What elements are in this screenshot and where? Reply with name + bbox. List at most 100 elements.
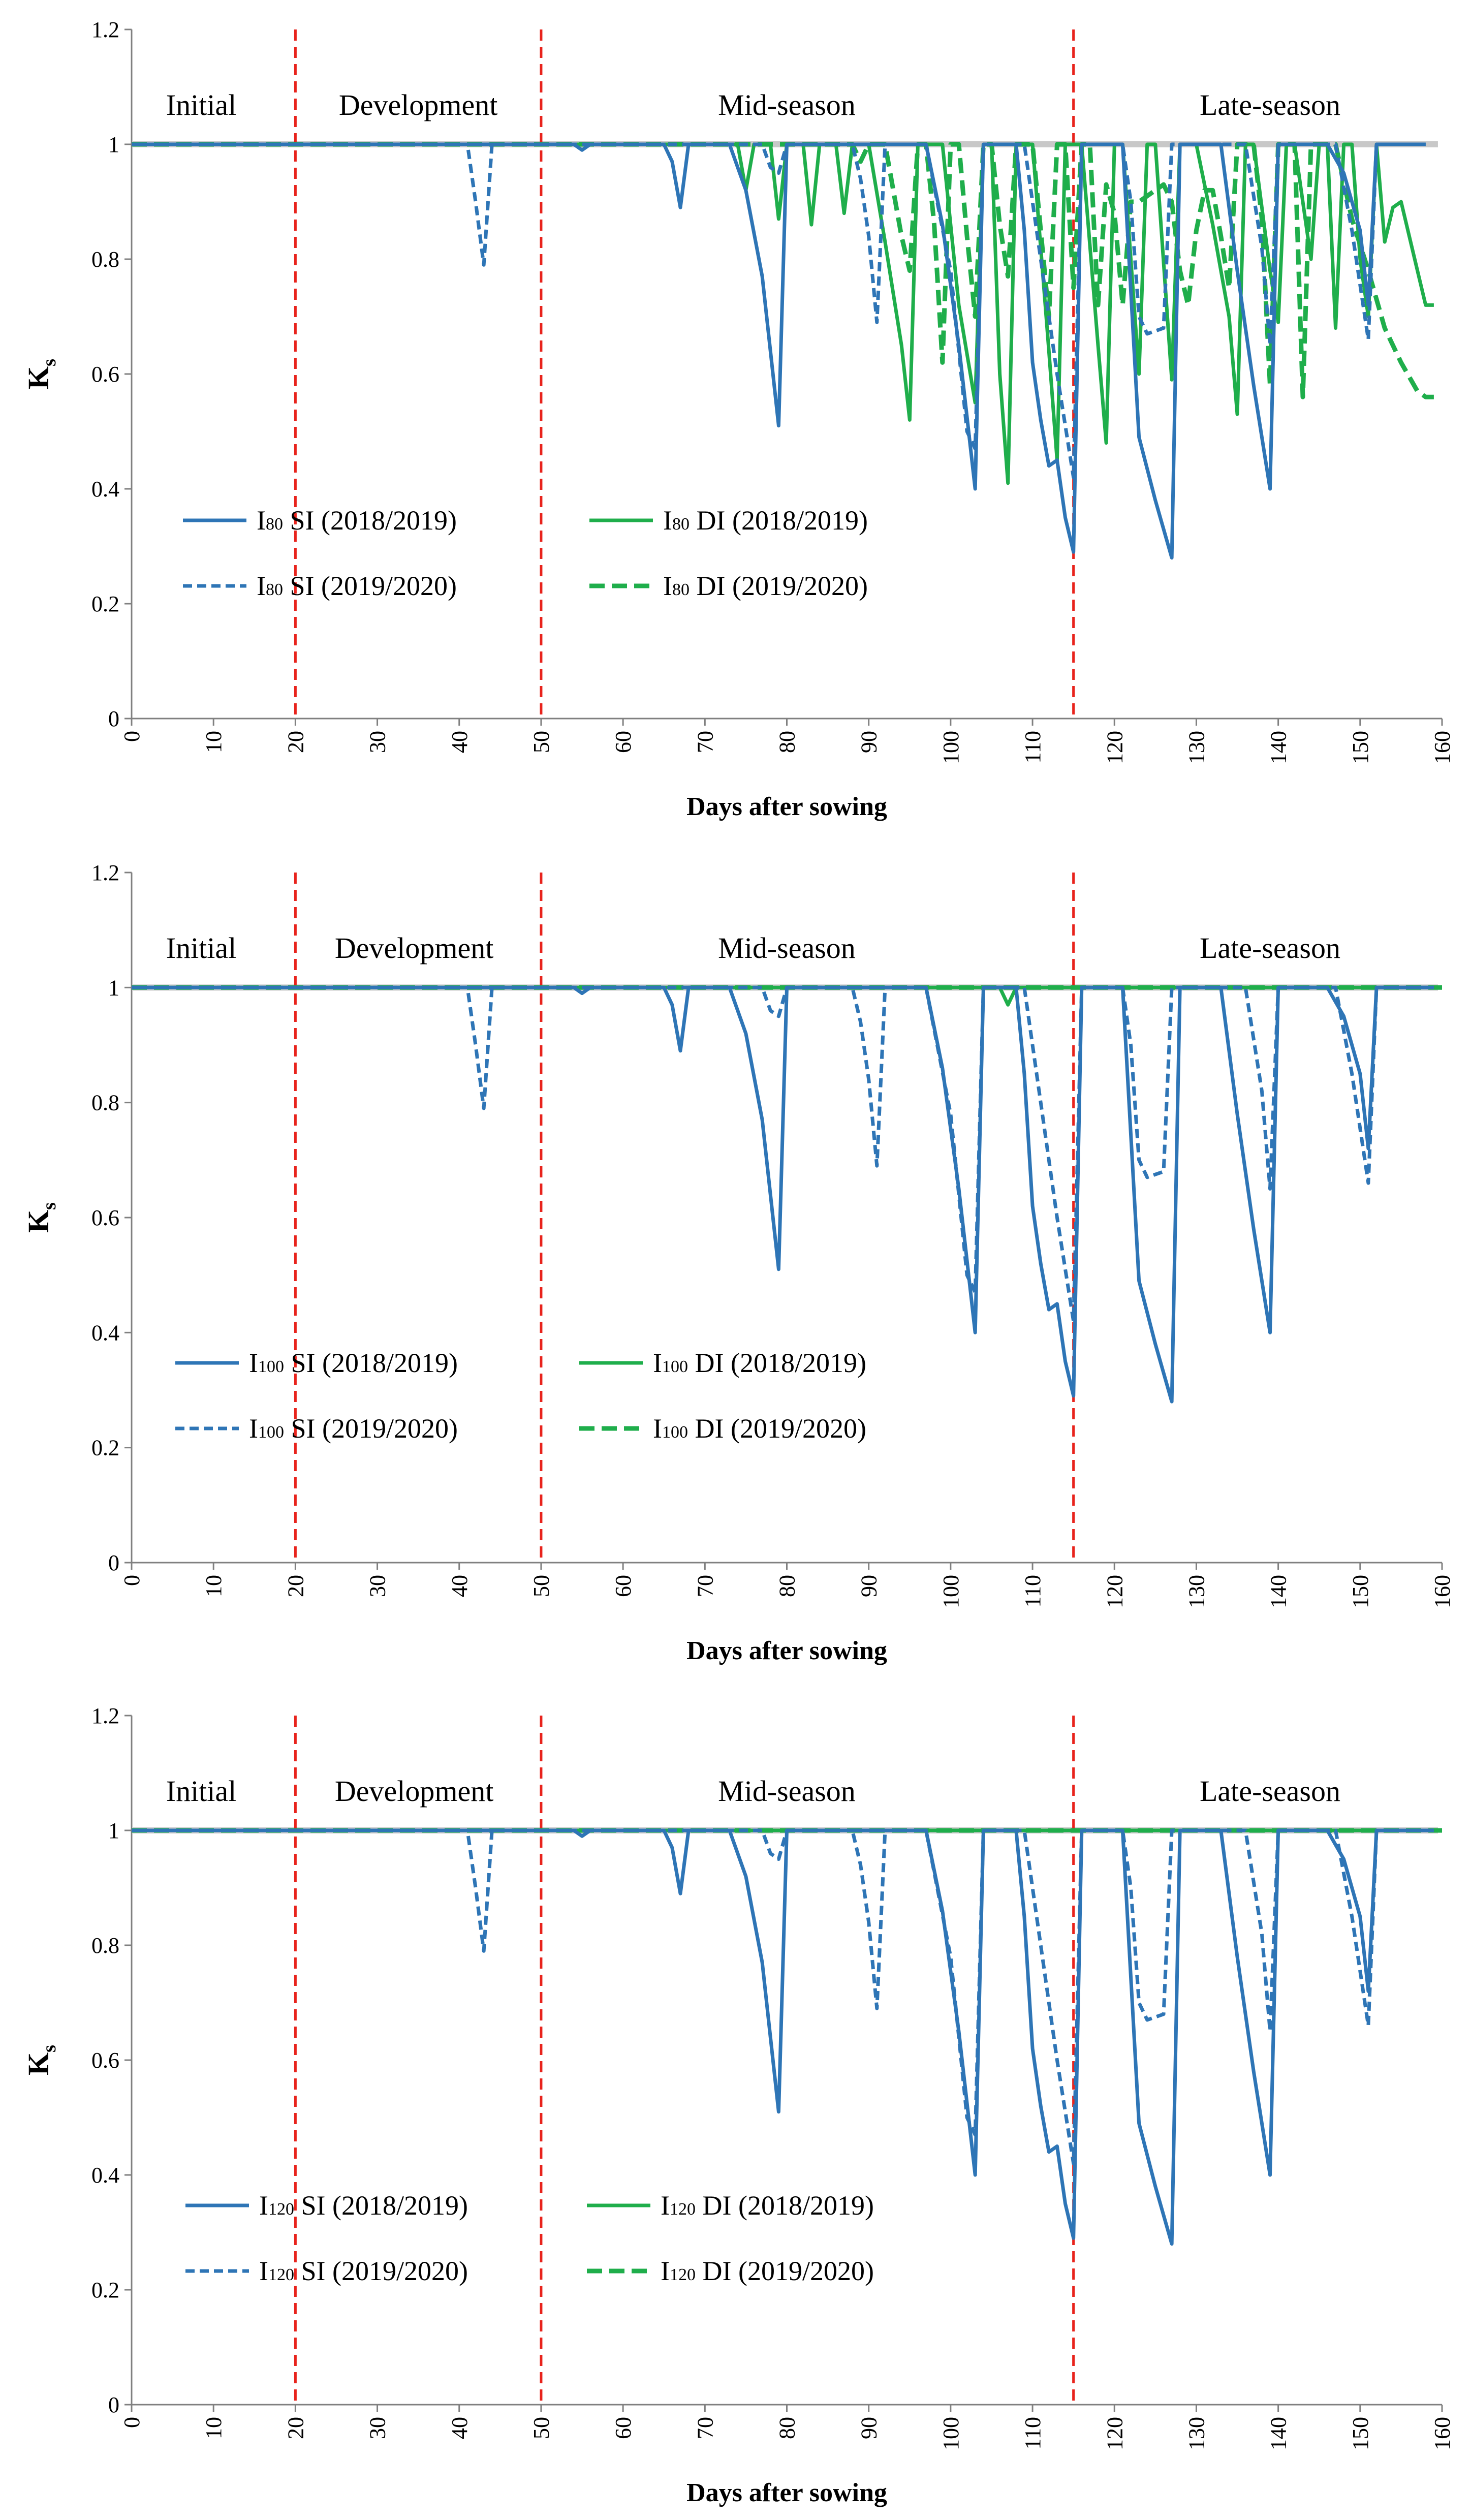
x-tick-label: 50	[529, 731, 554, 753]
x-tick-label: 160	[1430, 2417, 1455, 2450]
y-axis-title: Ks	[22, 1202, 60, 1233]
legend-label: I120 DI (2018/2019)	[661, 2190, 874, 2221]
x-tick-label: 50	[529, 1575, 554, 1597]
x-tick-label: 110	[1020, 1575, 1045, 1607]
x-tick-label: 70	[693, 731, 717, 753]
stage-label: Late-season	[1200, 931, 1340, 965]
stage-label: Initial	[166, 931, 237, 965]
stage-label: Late-season	[1200, 88, 1340, 121]
x-tick-label: 110	[1020, 731, 1045, 763]
x-tick-label: 90	[857, 731, 882, 753]
y-tick-label: 0.4	[91, 477, 119, 502]
y-tick-label: 0.4	[91, 1320, 119, 1345]
x-tick-label: 60	[611, 1575, 636, 1597]
y-tick-label: 0.8	[91, 1091, 119, 1115]
series-line	[132, 1828, 1434, 2165]
x-tick-label: 100	[938, 731, 963, 764]
x-tick-label: 140	[1266, 2417, 1291, 2450]
x-tick-label: 70	[693, 2417, 717, 2439]
y-tick-label: 0	[108, 706, 119, 731]
x-tick-label: 160	[1430, 1575, 1455, 1608]
y-axis-title: Ks	[22, 359, 60, 389]
legend-label: I100 SI (2019/2020)	[249, 1413, 458, 1444]
x-tick-label: 70	[693, 1575, 717, 1597]
legend-label: I120 SI (2018/2019)	[259, 2190, 468, 2221]
y-tick-label: 1	[108, 132, 119, 157]
x-tick-label: 10	[201, 2417, 226, 2439]
x-tick-label: 100	[938, 2417, 963, 2450]
x-tick-label: 130	[1184, 731, 1209, 764]
x-tick-label: 60	[611, 2417, 636, 2439]
x-tick-label: 20	[283, 1575, 308, 1597]
y-tick-label: 0.8	[91, 247, 119, 272]
y-tick-label: 0.6	[91, 1205, 119, 1230]
x-tick-label: 130	[1184, 2417, 1209, 2450]
y-tick-label: 0	[108, 2392, 119, 2417]
x-tick-label: 60	[611, 731, 636, 753]
chart-panel-i120: 0 0.2 0.4 0.6 0.8 1 1.2 0 10 20 30 40 50 60 70 80 90 100 1…	[22, 1703, 1455, 2507]
legend-label: I100 SI (2018/2019)	[249, 1348, 458, 1378]
chart-panel-i100: 0 0.2 0.4 0.6 0.8 1 1.2 0 10 20 30 40 50 60 70 80 90 100 1…	[22, 860, 1455, 1665]
y-tick-label: 0	[108, 1550, 119, 1575]
y-tick-label: 1	[108, 975, 119, 1000]
x-tick-label: 30	[365, 2417, 390, 2439]
x-tick-label: 20	[283, 731, 308, 753]
legend-label: I100 DI (2018/2019)	[653, 1348, 866, 1378]
y-tick-label: 0.2	[91, 592, 119, 616]
x-tick-label: 140	[1266, 731, 1291, 764]
x-tick-label: 10	[201, 731, 226, 753]
y-tick-label: 0.6	[91, 2048, 119, 2073]
x-tick-label: 150	[1348, 1575, 1373, 1608]
x-tick-label: 30	[365, 731, 390, 753]
stage-label: Mid-season	[718, 1775, 856, 1808]
stage-label: Development	[339, 88, 497, 121]
x-tick-label: 30	[365, 1575, 390, 1597]
y-tick-label: 0.2	[91, 2278, 119, 2303]
stage-label: Late-season	[1200, 1775, 1340, 1808]
stage-label: Mid-season	[718, 931, 856, 965]
x-tick-label: 130	[1184, 1575, 1209, 1608]
x-tick-label: 120	[1102, 731, 1127, 764]
x-tick-label: 80	[775, 1575, 800, 1597]
y-tick-label: 0.4	[91, 2163, 119, 2188]
x-tick-label: 40	[447, 1575, 472, 1597]
x-tick-label: 0	[119, 2417, 144, 2428]
x-axis-title: Days after sowing	[686, 792, 887, 821]
y-tick-label: 0.6	[91, 362, 119, 387]
stage-label: Mid-season	[718, 88, 856, 121]
legend-label: I80 DI (2019/2020)	[663, 571, 868, 601]
legend-label: I80 DI (2018/2019)	[663, 505, 868, 536]
x-tick-label: 50	[529, 2417, 554, 2439]
x-tick-label: 10	[201, 1575, 226, 1597]
stage-label: Initial	[166, 88, 237, 121]
legend-label: I80 SI (2019/2020)	[257, 571, 457, 601]
x-tick-label: 120	[1102, 2417, 1127, 2450]
legend-label: I80 SI (2018/2019)	[257, 505, 457, 536]
x-tick-label: 90	[857, 2417, 882, 2439]
y-tick-label: 1	[108, 1818, 119, 1843]
series-line	[132, 985, 1434, 1323]
y-tick-label: 0.2	[91, 1436, 119, 1460]
x-tick-label: 150	[1348, 2417, 1373, 2450]
x-axis-title: Days after sowing	[686, 1636, 887, 1665]
x-tick-label: 40	[447, 731, 472, 753]
x-tick-label: 0	[119, 1575, 144, 1586]
x-tick-label: 160	[1430, 731, 1455, 764]
chart-panel-i80: 0 0.2 0.4 0.6 0.8 1 1.2 0 10 20 30 40 50 60 70 80 90 100 1…	[22, 17, 1455, 821]
y-tick-label: 1.2	[91, 17, 119, 42]
y-axis-title: Ks	[22, 2045, 60, 2075]
x-tick-label: 120	[1102, 1575, 1127, 1608]
y-tick-label: 0.8	[91, 1933, 119, 1958]
x-tick-label: 150	[1348, 731, 1373, 764]
x-tick-label: 110	[1020, 2417, 1045, 2449]
x-tick-label: 40	[447, 2417, 472, 2439]
stage-label: Development	[335, 931, 493, 965]
x-tick-label: 20	[283, 2417, 308, 2439]
legend-label: I100 DI (2019/2020)	[653, 1413, 866, 1444]
y-tick-label: 1.2	[91, 1703, 119, 1728]
x-tick-label: 0	[119, 731, 144, 742]
legend-label: I120 DI (2019/2020)	[661, 2256, 874, 2286]
series-line	[132, 142, 1434, 485]
x-tick-label: 80	[775, 2417, 800, 2439]
